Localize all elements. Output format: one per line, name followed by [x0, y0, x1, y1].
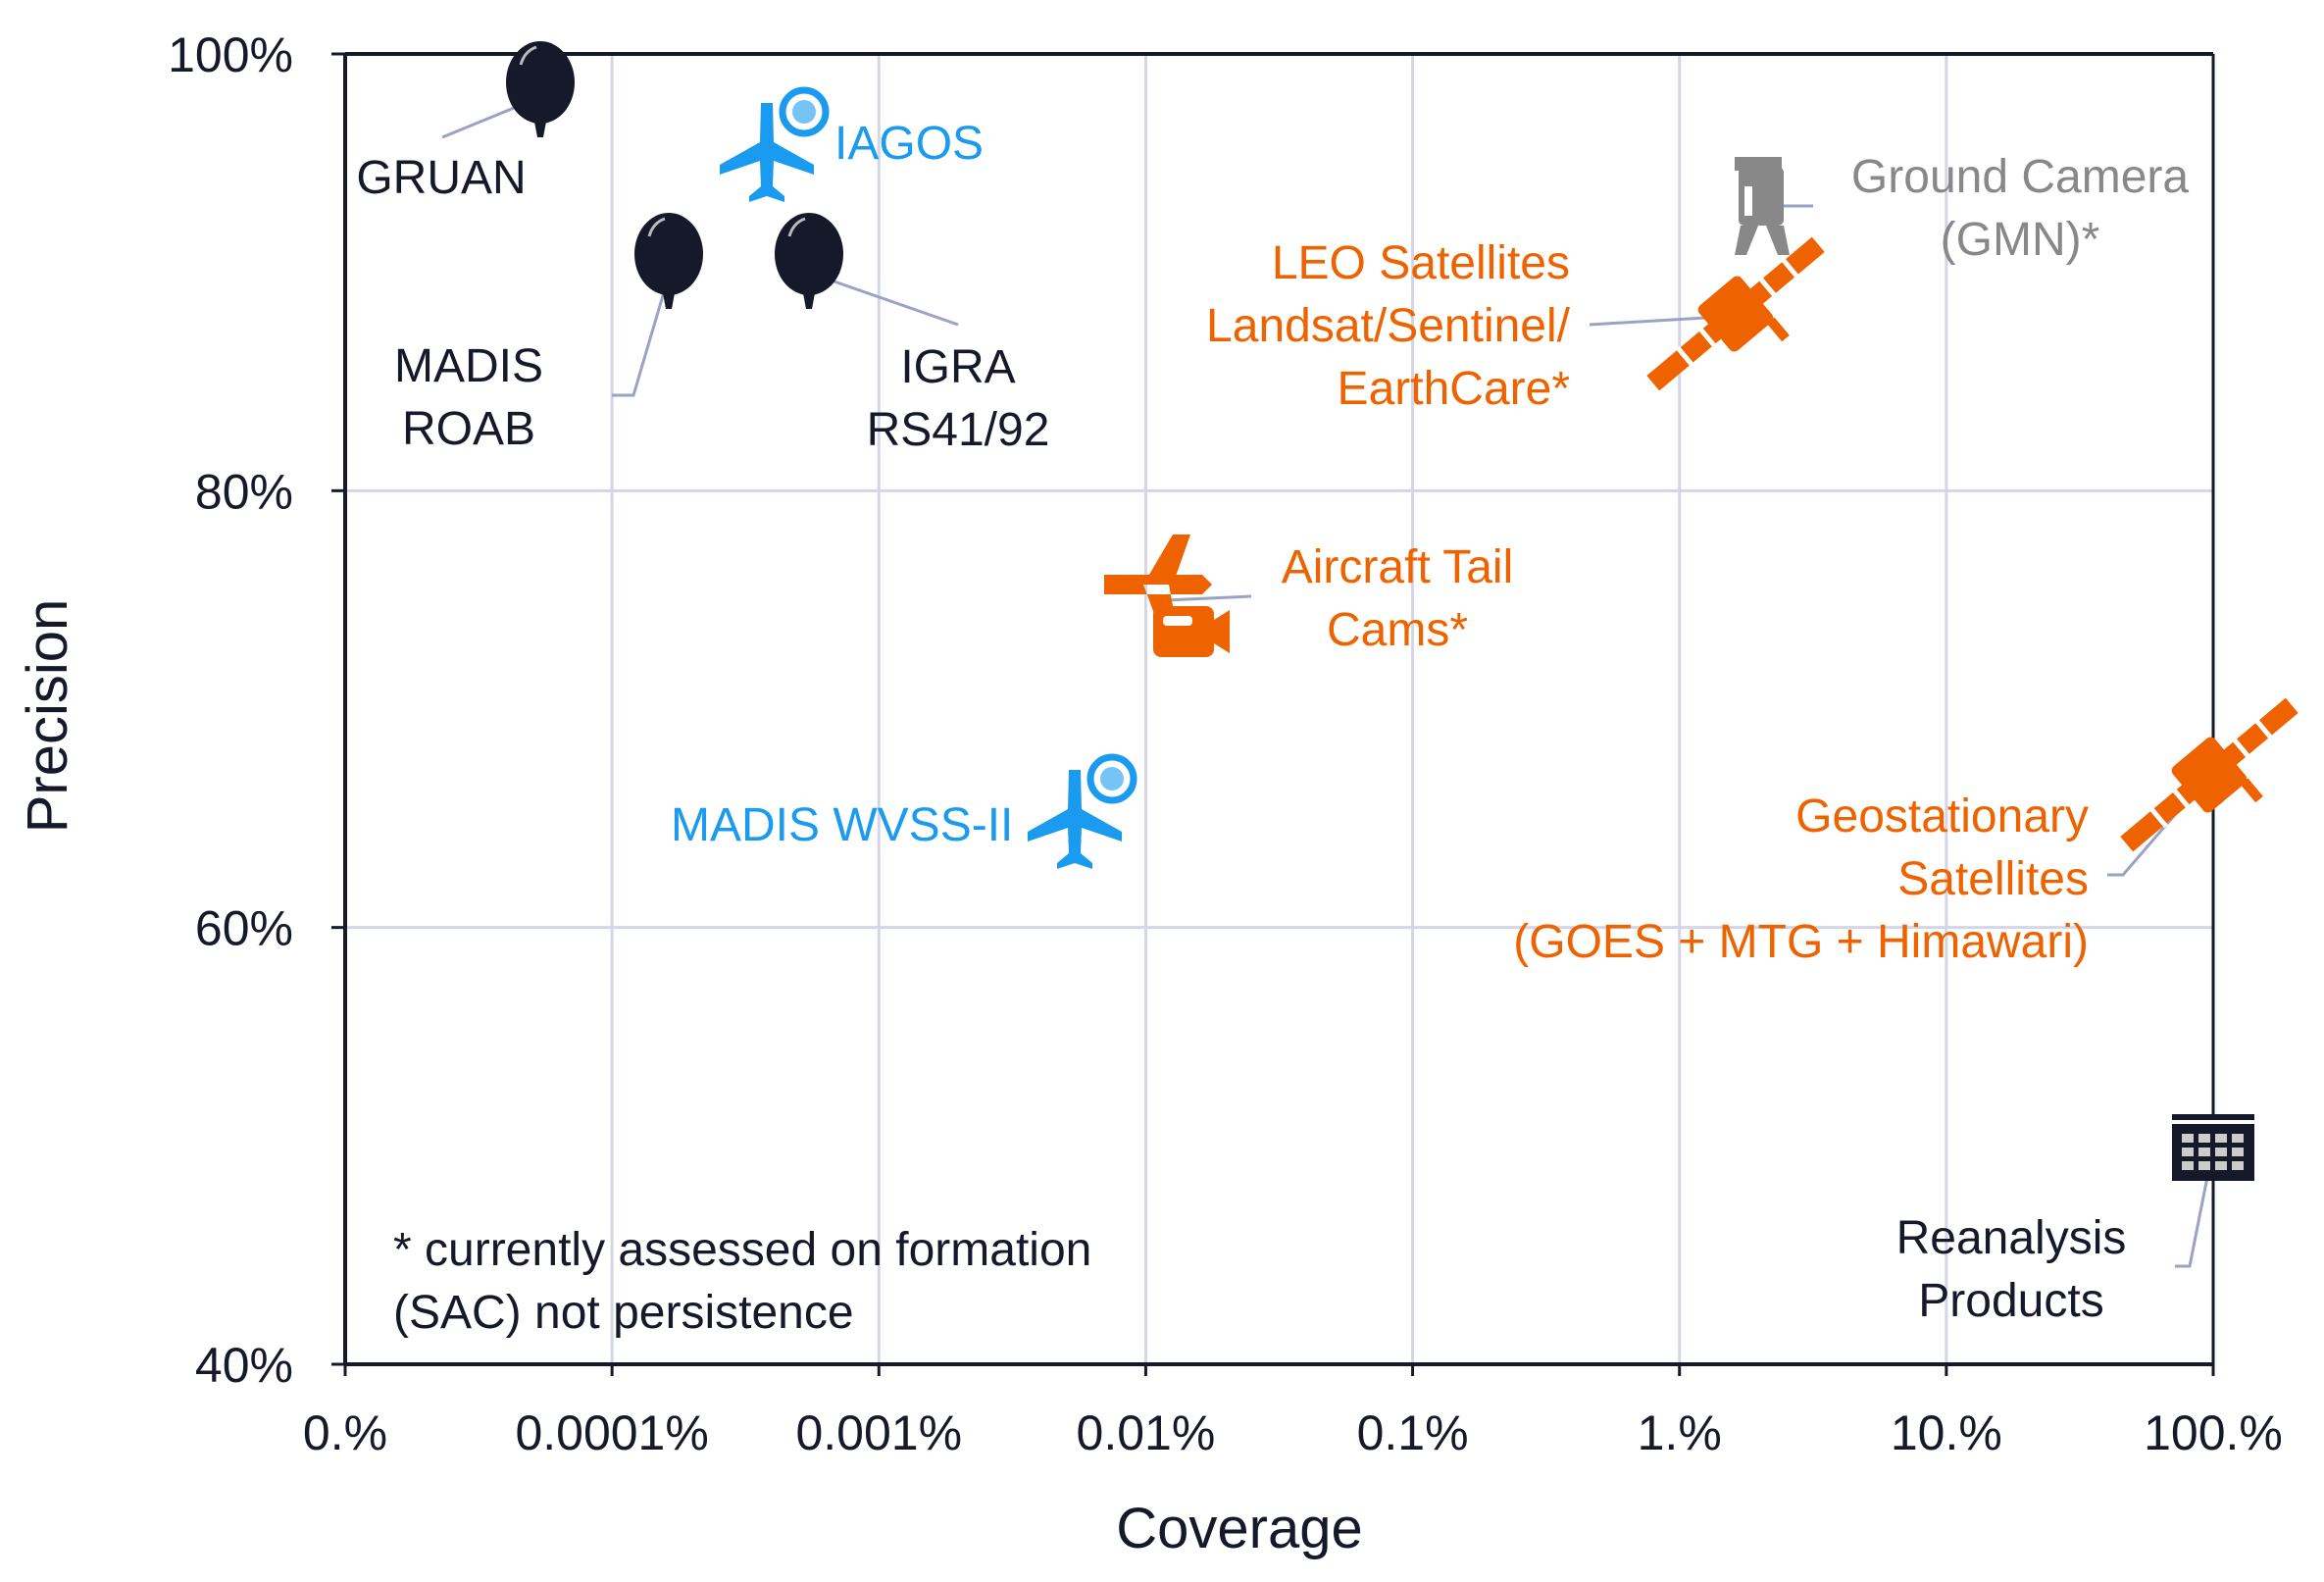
- video-camera-lens: [1214, 610, 1230, 653]
- globe-outline: [1086, 753, 1137, 804]
- point-label: EarthCare*: [1338, 363, 1570, 415]
- camera-slot: [1163, 616, 1192, 626]
- point-label: ROAB: [402, 403, 535, 455]
- balloon-body: [775, 213, 843, 295]
- footnote-line-1: * currently assessed on formation: [393, 1224, 1091, 1276]
- grid-cell: [2182, 1161, 2194, 1170]
- panel-divider: [2171, 788, 2191, 809]
- satellite-icon: [1646, 236, 1825, 391]
- satellite-parts: [1646, 236, 1825, 391]
- balloon-shine: [647, 217, 666, 237]
- point-label: LEO Satellites: [1272, 237, 1570, 289]
- y-tick-label: 60%: [195, 901, 293, 956]
- point-labels: GRUAN IAGOS MADIS ROAB IGRA RS41/92 Ground Cam…: [356, 118, 2189, 1327]
- panel-divider: [2148, 806, 2168, 829]
- grid-cell: [2198, 1134, 2210, 1143]
- camera-tripod-icon: [1735, 157, 1790, 255]
- point-label: MADIS: [394, 340, 543, 392]
- balloon-icon: [775, 213, 843, 309]
- antenna: [1766, 317, 1790, 342]
- balloon-shine: [787, 217, 806, 237]
- satellite-parts: [2120, 697, 2299, 852]
- point-label: RS41/92: [867, 404, 1050, 456]
- x-tick-label: 0.%: [303, 1405, 387, 1460]
- x-tick-label: 0.0001%: [515, 1405, 708, 1460]
- balloon-icon: [634, 213, 703, 309]
- globe-outline: [779, 86, 830, 137]
- airplane-body: [1028, 770, 1122, 869]
- x-tick-label: 0.001%: [795, 1405, 962, 1460]
- point-label: Cams*: [1327, 604, 1468, 656]
- camera-window: [1744, 186, 1752, 216]
- point-label: Geostationary: [1795, 791, 2089, 842]
- grid-cell: [2198, 1148, 2210, 1156]
- point-label: IGRA: [900, 341, 1015, 393]
- tripod-legs: [1735, 226, 1790, 255]
- leader-line: [612, 275, 671, 397]
- airplane-icon: [1028, 753, 1137, 869]
- panel-divider: [2231, 737, 2251, 759]
- point-label: Landsat/Sentinel/: [1206, 300, 1571, 352]
- panel-divider: [1675, 345, 1694, 368]
- x-axis-label: Coverage: [1116, 1497, 1362, 1560]
- y-axis-label: Precision: [16, 599, 79, 834]
- x-tick-label: 0.1%: [1357, 1405, 1469, 1460]
- footnote-line-2: (SAC) not persistence: [393, 1287, 854, 1339]
- y-tick-label: 80%: [195, 464, 293, 519]
- grid-cell: [2232, 1148, 2244, 1156]
- grid-cell: [2198, 1161, 2210, 1170]
- grid-cell: [2215, 1134, 2227, 1143]
- grid-header-line: [2172, 1120, 2254, 1124]
- balloon-knot: [803, 293, 815, 309]
- y-tick-label: 100%: [168, 27, 293, 82]
- balloon-knot: [663, 293, 675, 309]
- point-label: GRUAN: [356, 152, 526, 204]
- point-label: Ground Camera: [1851, 151, 2189, 203]
- x-tick-label: 1.%: [1638, 1405, 1722, 1460]
- satellite-body: [2171, 737, 2248, 813]
- point-label: Satellites: [1897, 853, 2089, 905]
- panel-divider: [1780, 257, 1800, 280]
- x-tick-label: 0.01%: [1077, 1405, 1216, 1460]
- point-label: Products: [1918, 1275, 2103, 1327]
- x-tick-label: 10.%: [1891, 1405, 2002, 1460]
- leader-line: [2175, 1147, 2215, 1268]
- grid-cell: [2232, 1134, 2244, 1143]
- panel-divider: [1757, 276, 1778, 298]
- data-points: [506, 41, 2299, 1181]
- leader-line: [1165, 594, 1252, 602]
- grid-cell: [2182, 1134, 2194, 1143]
- airplane-body: [720, 103, 814, 202]
- point-label: (GMN)*: [1941, 214, 2100, 266]
- point-label: Reanalysis: [1896, 1212, 2127, 1264]
- globe-fill: [792, 100, 816, 124]
- panel-divider: [1697, 327, 1717, 348]
- axes: 0.% 0.0001% 0.001% 0.01% 0.1% 1.% 10.% 100.% 100…: [168, 27, 2283, 1460]
- point-label: Aircraft Tail: [1282, 541, 1514, 593]
- antenna: [2240, 778, 2263, 803]
- satellite-body: [1697, 276, 1774, 352]
- x-tick-label: 100.%: [2144, 1405, 2283, 1460]
- data-grid-icon: [2172, 1114, 2254, 1181]
- grid-cell: [2215, 1148, 2227, 1156]
- balloon-body: [506, 41, 575, 124]
- balloon-body: [634, 213, 703, 295]
- point-label: (GOES + MTG + Himawari): [1513, 916, 2089, 968]
- globe-fill: [1100, 767, 1124, 791]
- balloon-shine: [519, 45, 537, 66]
- satellite-icon: [2120, 697, 2299, 852]
- panel-divider: [2253, 718, 2274, 740]
- y-tick-label: 40%: [195, 1338, 293, 1393]
- balloon-icon: [506, 41, 575, 137]
- grid-cell: [2215, 1161, 2227, 1170]
- airplane-camera-icon: [1104, 535, 1230, 657]
- airplane-icon: [720, 86, 830, 202]
- grid-cell: [2182, 1148, 2194, 1156]
- point-label: IAGOS: [834, 118, 984, 170]
- balloon-knot: [534, 122, 546, 137]
- point-label: MADIS WVSS-II: [671, 799, 1013, 851]
- grid-cell: [2232, 1161, 2244, 1170]
- video-camera-body: [1153, 606, 1214, 657]
